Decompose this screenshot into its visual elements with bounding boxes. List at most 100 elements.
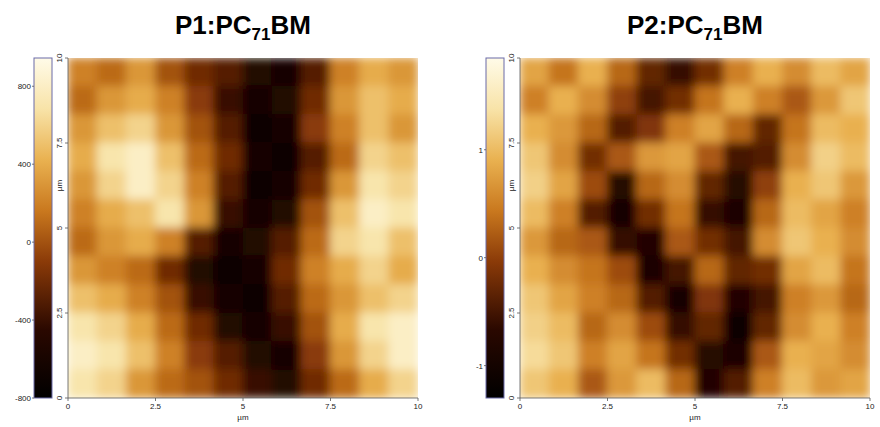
heat-cell [665,313,695,342]
heat-cell [301,58,331,87]
x-tick-label: 10 [866,402,875,411]
x-tick [418,398,419,401]
heat-cell [184,284,214,313]
heat-cell [359,313,389,342]
heat-cell [811,143,841,172]
heat-cell [388,86,418,115]
heat-cell [184,114,214,143]
heat-cell [272,86,302,115]
heat-cell [126,284,156,313]
y-tick [65,313,68,314]
heat-cell [695,143,725,172]
heat-cell [97,369,127,398]
heat-cell [840,313,870,342]
heat-cell [97,256,127,285]
heat-cell [243,284,273,313]
heat-cell [126,313,156,342]
heat-cell [753,171,783,200]
heat-cell [213,86,243,115]
heat-cell [665,143,695,172]
x-tick [695,398,696,401]
heat-cell [330,228,360,257]
heat-cell [126,369,156,398]
heat-cell [243,369,273,398]
heat-cell [607,199,637,228]
heat-cell [782,369,812,398]
heat-cell [330,143,360,172]
heat-cell [840,341,870,370]
heat-cell [549,171,579,200]
heat-cell [636,228,666,257]
heat-cell [811,199,841,228]
heat-cell [97,284,127,313]
heat-cell [520,58,550,87]
colorbar-tick [484,149,486,150]
heat-cell [724,171,754,200]
heat-cell [359,114,389,143]
heat-cell [724,114,754,143]
heat-cell [68,86,98,115]
heat-cell [155,341,185,370]
heat-cell [811,171,841,200]
heat-cell [330,171,360,200]
heat-cell [782,171,812,200]
heat-cell [578,143,608,172]
heat-cell [811,369,841,398]
heat-cell [724,341,754,370]
heat-cell [68,341,98,370]
panel: P2:PC71BM02.557.510µm02.557.510µm-101 [476,10,875,422]
heat-cell [782,228,812,257]
heat-cell [330,313,360,342]
heat-cell [97,228,127,257]
heat-cell [155,58,185,87]
heat-cell [549,86,579,115]
heat-cell [549,228,579,257]
heat-cell [724,284,754,313]
heat-cell [665,199,695,228]
x-tick-label: 10 [414,402,423,411]
heat-cell [213,58,243,87]
heat-cell [155,114,185,143]
heat-cell [126,171,156,200]
heat-cell [388,143,418,172]
heat-cell [213,199,243,228]
x-tick-label: 2.5 [602,402,614,411]
heat-cell [184,86,214,115]
heat-cell [301,284,331,313]
heat-cell [272,143,302,172]
heat-cell [753,58,783,87]
x-tick-label: 5 [693,402,698,411]
heat-cell [330,284,360,313]
heat-cell [636,369,666,398]
heat-cell [549,341,579,370]
heat-cell [724,143,754,172]
heat-cell [520,313,550,342]
heat-cell [811,313,841,342]
heat-cell [97,58,127,87]
x-tick [782,398,783,401]
heat-cell [840,256,870,285]
y-tick-label: 10 [507,53,516,62]
heat-cell [840,199,870,228]
x-axis-title: µm [237,413,249,422]
heat-cell [520,256,550,285]
heat-cell [695,228,725,257]
heat-cell [578,256,608,285]
heat-cell [840,143,870,172]
heat-cell [811,86,841,115]
x-tick [68,398,69,401]
title-part: P2:PC [627,10,704,40]
heat-cell [301,313,331,342]
heat-cell [520,114,550,143]
heat-cell [840,171,870,200]
heat-cell [155,86,185,115]
heat-cell [388,199,418,228]
heat-cell [578,58,608,87]
heat-cell [68,256,98,285]
heat-cell [272,313,302,342]
heat-cell [724,86,754,115]
heat-cell [520,143,550,172]
heat-cell [782,114,812,143]
heat-cell [155,369,185,398]
heat-cell [359,143,389,172]
